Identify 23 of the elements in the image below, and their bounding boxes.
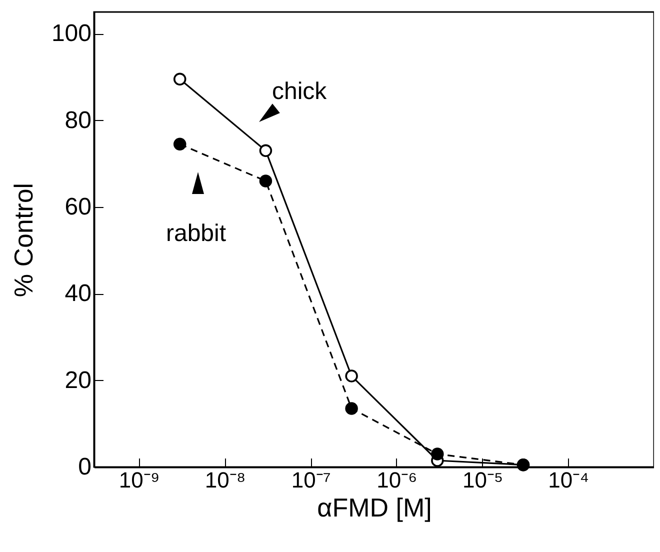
point xyxy=(173,72,186,86)
y-tick-label: 0 xyxy=(78,454,92,480)
point xyxy=(431,448,444,460)
x-tick-label: 10⁻⁵ xyxy=(462,468,504,492)
y-tick-label: 20 xyxy=(64,366,92,394)
annotation: rabbit xyxy=(166,220,226,247)
y-axis-title: % Control xyxy=(8,182,38,298)
point xyxy=(259,144,272,158)
y-tick-label: 100 xyxy=(51,20,92,48)
x-tick-label: 10⁻⁸ xyxy=(204,468,246,492)
annotation: chick xyxy=(272,78,328,105)
y-tick-label: 80 xyxy=(64,106,92,134)
point xyxy=(173,138,186,151)
x-tick-label: 10⁻⁷ xyxy=(291,468,331,492)
point xyxy=(345,402,358,415)
point xyxy=(345,370,358,382)
x-tick-label: 10⁻⁶ xyxy=(376,468,418,492)
x-axis-title: αFMD [M] xyxy=(317,492,432,522)
x-tick-label: 10⁻⁹ xyxy=(118,468,160,492)
point xyxy=(259,174,272,188)
y-tick-label: 60 xyxy=(64,194,92,220)
y-tick-label: 40 xyxy=(64,280,92,308)
x-tick-label: 10⁻⁴ xyxy=(548,468,590,492)
